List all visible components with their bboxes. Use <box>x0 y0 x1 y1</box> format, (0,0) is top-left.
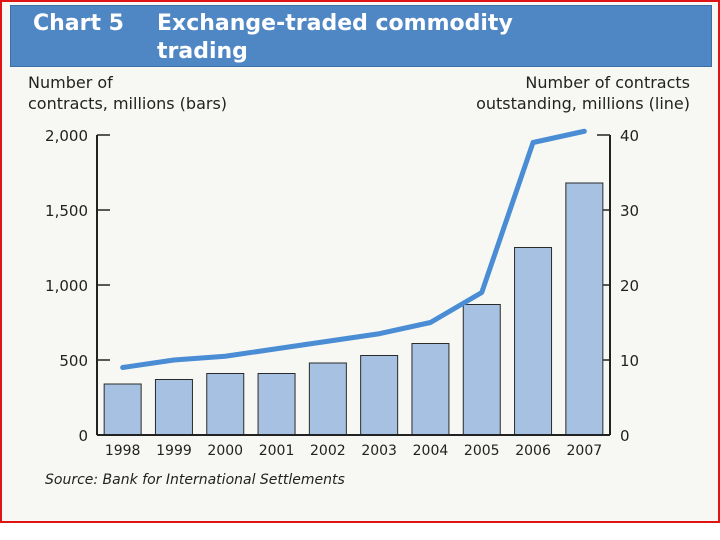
bar <box>103 383 142 436</box>
right-tick-label: 30 <box>620 202 639 220</box>
x-tick-label: 2000 <box>207 443 243 459</box>
chart-number: Chart 5 <box>33 11 124 36</box>
left-tick-label: 2,000 <box>45 127 88 145</box>
x-tick-label: 2006 <box>515 443 551 459</box>
bar <box>308 362 347 436</box>
right-tick-label: 10 <box>620 352 639 370</box>
bar <box>411 343 450 436</box>
left-tick-label: 1,000 <box>45 277 88 295</box>
left-tick-label: 500 <box>59 352 88 370</box>
chart-title-line-2: trading <box>157 39 248 64</box>
bar <box>206 373 245 436</box>
bar <box>514 247 553 436</box>
chart-title-line-1: Exchange-traded commodity <box>157 11 513 36</box>
bar <box>154 379 193 436</box>
x-tick-label: 2004 <box>413 443 449 459</box>
x-tick-label: 1999 <box>156 443 192 459</box>
right-tick-label: 40 <box>620 127 639 145</box>
x-tick-label: 2002 <box>310 443 346 459</box>
x-tick-label: 2005 <box>464 443 500 459</box>
source-note: Source: Bank for International Settlemen… <box>45 472 345 488</box>
x-tick-label: 2007 <box>567 443 603 459</box>
x-tick-label: 2001 <box>259 443 295 459</box>
series-line <box>120 128 587 370</box>
title-banner: Chart 5 Exchange-traded commodity tradin… <box>10 5 712 67</box>
x-tick-label: 1998 <box>105 443 141 459</box>
bar <box>565 182 604 436</box>
right-axis-title: Number of contracts outstanding, million… <box>476 73 690 113</box>
left-tick-label: 1,500 <box>45 202 88 220</box>
left-axis-title: Number of contracts, millions (bars) <box>28 73 228 113</box>
bar <box>360 355 399 436</box>
right-tick-label: 0 <box>620 427 630 445</box>
right-tick-label: 20 <box>620 277 639 295</box>
x-tick-label: 2003 <box>361 443 397 459</box>
bar <box>257 373 296 436</box>
left-tick-label: 0 <box>78 427 88 445</box>
bar <box>462 304 501 436</box>
